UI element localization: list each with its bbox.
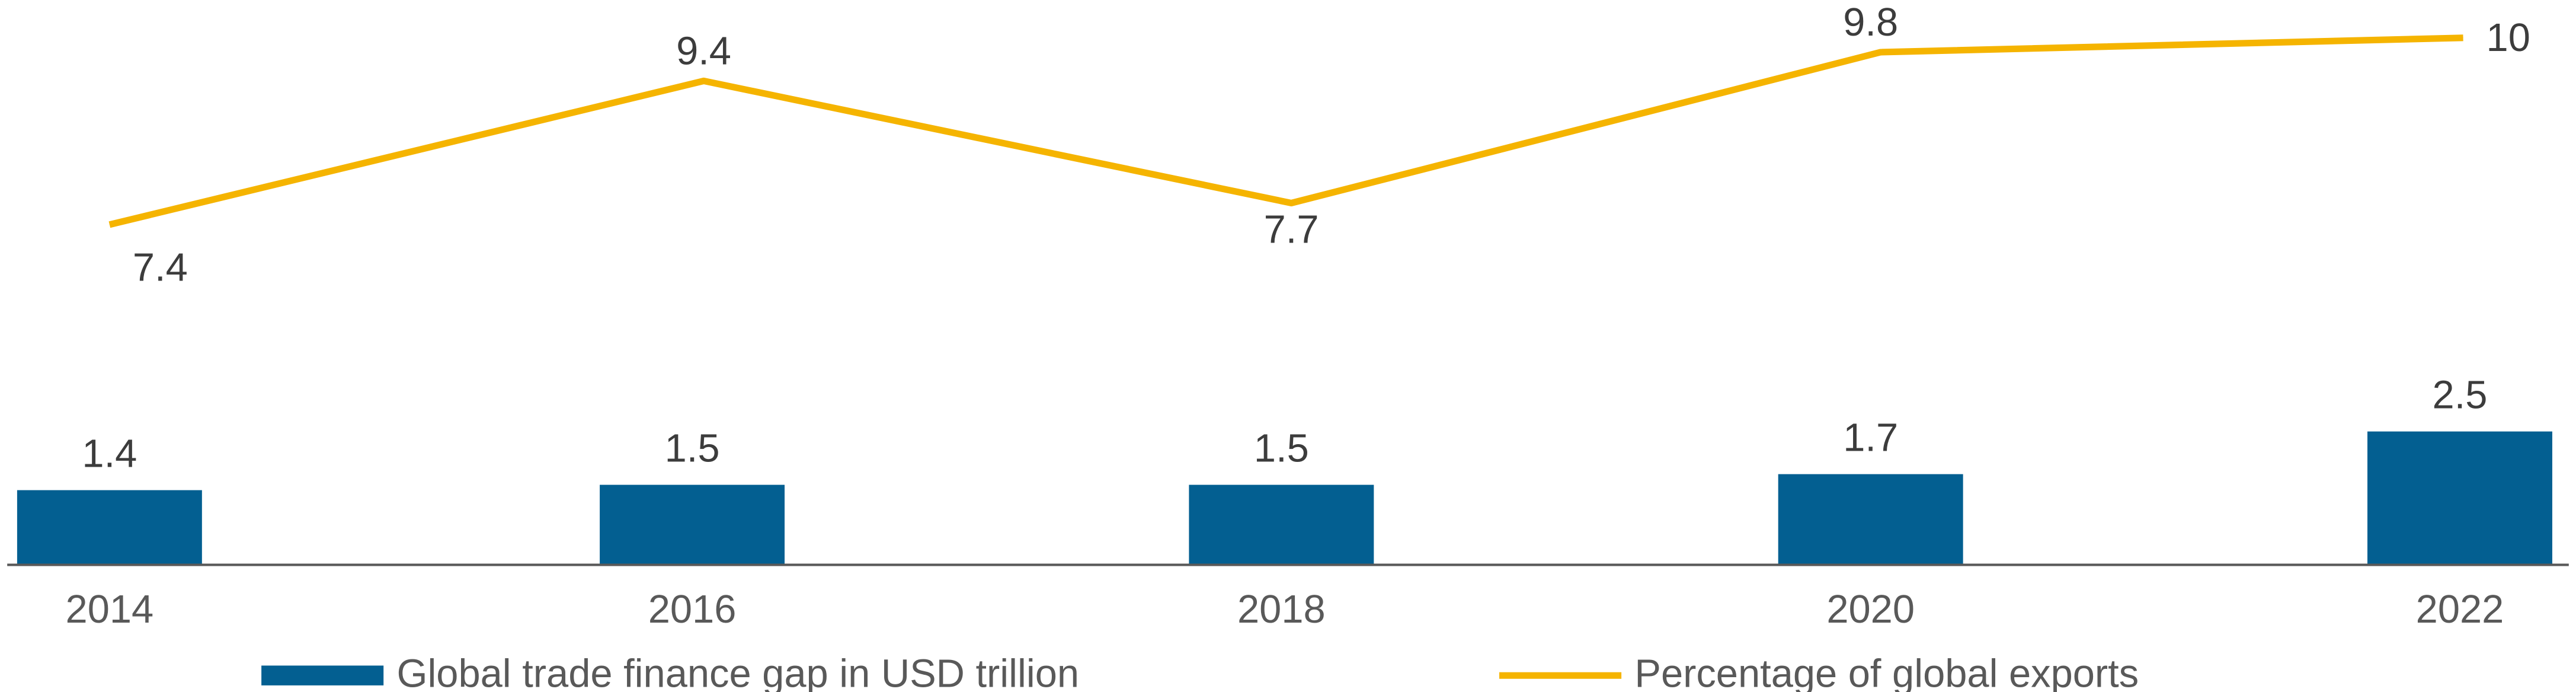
bar-value-label-2018: 1.5 (1254, 426, 1309, 471)
legend-label-bar: Global trade finance gap in USD trillion (396, 652, 1079, 692)
x-tick-label-2014: 2014 (66, 587, 154, 632)
x-tick-label-2020: 2020 (1826, 587, 1915, 632)
x-tick-label-2018: 2018 (1237, 587, 1326, 632)
bars (17, 431, 2552, 565)
legend-swatch-bar (261, 665, 384, 685)
line-value-label-2022: 10 (2487, 15, 2530, 60)
bar-value-label-2016: 1.5 (665, 426, 720, 471)
bar-2022 (2367, 431, 2552, 565)
line-series (108, 34, 2463, 228)
line-path (108, 34, 2463, 228)
x-tick-label-2022: 2022 (2416, 587, 2504, 632)
x-tick-label-2016: 2016 (648, 587, 737, 632)
labels: 1.4 2014 1.5 2016 1.5 2018 1.7 2020 2.5 2022 7.4 9.… (66, 0, 2530, 632)
line-point-2020 (1880, 52, 1881, 53)
bar-value-label-2022: 2.5 (2433, 373, 2488, 417)
line-value-label-2020: 9.8 (1843, 0, 1898, 44)
line-value-label-2018: 7.7 (1264, 207, 1319, 251)
line-value-label-2014: 7.4 (133, 245, 188, 289)
bar-2016 (600, 484, 785, 565)
legend: Global trade finance gap in USD trillion… (261, 652, 2139, 692)
bar-2018 (1189, 484, 1374, 565)
legend-label-line: Percentage of global exports (1634, 652, 2139, 692)
bar-2020 (1778, 474, 1963, 565)
bar-value-label-2014: 1.4 (82, 432, 137, 476)
bar-value-label-2020: 1.7 (1843, 416, 1898, 460)
line-value-label-2016: 9.4 (676, 29, 731, 74)
bar-2014 (17, 490, 202, 565)
